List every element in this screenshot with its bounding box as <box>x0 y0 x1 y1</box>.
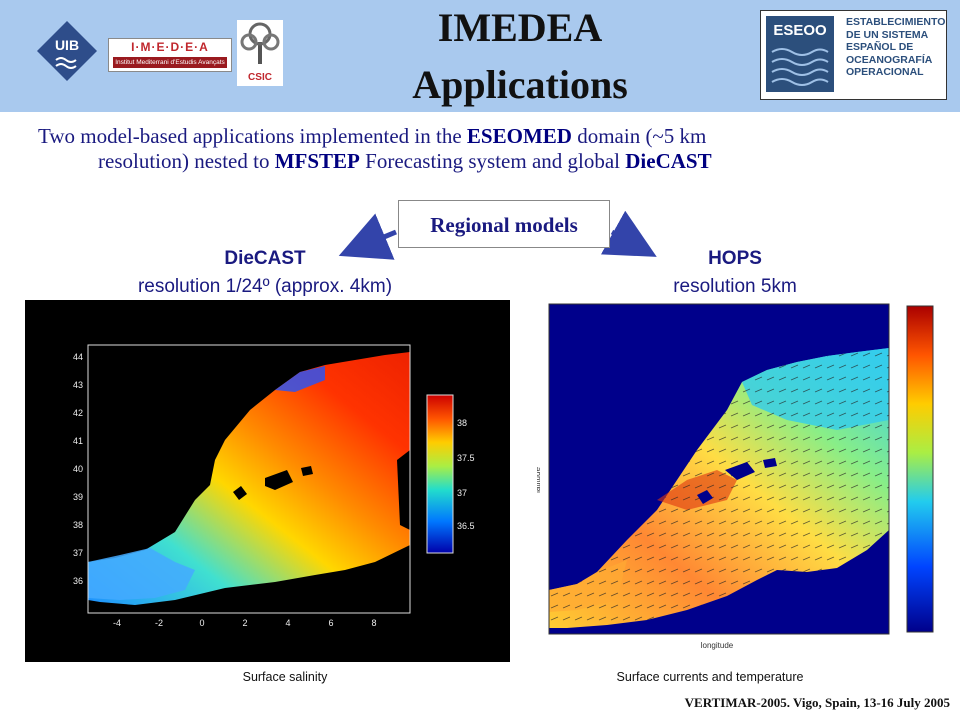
colorbar-tick-label: 38 <box>457 418 467 428</box>
arrow-left <box>338 213 397 260</box>
x-tick-label: 2 <box>242 618 247 628</box>
eseoo-wave-icon <box>771 48 829 86</box>
eseoo-line: ESPAÑOL DE <box>846 41 914 53</box>
salinity-x-ticks: -4 -2 0 2 4 6 8 <box>113 618 377 628</box>
csic-logo: CSIC <box>237 20 283 86</box>
y-tick-label: 37 <box>73 548 83 558</box>
eseoo-logo-box: ESEOO <box>766 16 834 92</box>
y-tick-label: 44 <box>73 352 83 362</box>
y-tick-label: 38 <box>73 520 83 530</box>
model-resolution: resolution 1/24º (approx. 4km) <box>137 276 393 297</box>
imedea-logo-subtitle: Institut Mediterrani d'Estudis Avançats <box>113 57 227 68</box>
intro-bold-mfstep: MFSTEP <box>274 149 360 173</box>
eseoo-line: OPERACIONAL <box>846 66 924 78</box>
model-name: DieCAST <box>224 248 306 269</box>
model-resolution: resolution 5km <box>673 276 797 297</box>
temperature-map-xlabel: longitude <box>701 641 734 650</box>
csic-tree-icon <box>240 22 280 64</box>
intro-text: Two model-based applications implemented… <box>38 124 467 148</box>
arrows <box>338 210 657 260</box>
caption-salinity: Surface salinity <box>242 670 328 684</box>
salinity-y-ticks: 44 43 42 41 40 39 38 37 36 <box>73 352 83 586</box>
eseoo-logo-word: ESEOO <box>773 22 827 39</box>
colorbar-ticks: 38 37.5 37 36.5 <box>457 418 475 531</box>
y-tick-label: 42 <box>73 408 83 418</box>
salinity-map: 44 43 42 41 40 39 38 37 36 -4 -2 0 2 4 6… <box>73 344 475 628</box>
model-label-hops: HOPS resolution 5km <box>610 248 860 298</box>
x-tick-label: 4 <box>285 618 290 628</box>
arrow-right <box>600 210 657 257</box>
x-tick-label: -2 <box>155 618 163 628</box>
model-name: HOPS <box>708 248 762 269</box>
uib-logo-text: UIB <box>55 37 79 53</box>
salinity-map-figure: 44 43 42 41 40 39 38 37 36 -4 -2 0 2 4 6… <box>25 300 510 662</box>
x-tick-label: 6 <box>328 618 333 628</box>
caption-currents: Surface currents and temperature <box>616 670 804 684</box>
y-tick-label: 41 <box>73 436 83 446</box>
regional-models-label: Regional models <box>430 213 578 237</box>
eseoo-logo: ESEOO ESTABLECIMIENTO DE UN SISTEMA ESPA… <box>760 10 947 100</box>
temperature-colorbar <box>906 305 934 633</box>
uib-logo: UIB <box>37 21 97 81</box>
page-title-line1: IMEDEA <box>437 5 603 50</box>
x-tick-label: -4 <box>113 618 121 628</box>
intro-text: Forecasting system and global <box>359 149 626 173</box>
temperature-map-ylabel: latitude <box>537 467 542 493</box>
imedea-logo-title: I·M·E·D·E·A <box>131 40 209 54</box>
x-tick-label: 8 <box>371 618 376 628</box>
colorbar-tick-label: 37.5 <box>457 453 475 463</box>
salinity-colorbar <box>426 394 454 554</box>
page-title-line2: Applications <box>412 62 628 107</box>
temperature-map: latitude longitude <box>533 303 934 650</box>
y-tick-label: 43 <box>73 380 83 390</box>
colorbar-tick-label: 36.5 <box>457 521 475 531</box>
intro-paragraph: Two model-based applications implemented… <box>38 124 928 174</box>
footer-conference: VERTIMAR-2005. Vigo, Spain, 13-16 July 2… <box>684 695 950 710</box>
eseoo-line: ESTABLECIMIENTO <box>846 16 946 28</box>
eseoo-line: OCEANOGRAFÍA <box>846 53 933 66</box>
intro-bold-diecast: DieCAST <box>625 149 712 173</box>
y-tick-label: 40 <box>73 464 83 474</box>
y-tick-label: 36 <box>73 576 83 586</box>
eseoo-line: DE UN SISTEMA <box>846 28 929 41</box>
x-tick-label: 0 <box>199 618 204 628</box>
intro-bold-eseomed: ESEOMED <box>466 124 572 148</box>
model-label-diecast: DieCAST resolution 1/24º (approx. 4km) <box>90 248 440 298</box>
colorbar-tick-label: 37 <box>457 488 467 498</box>
regional-models-box: Regional models <box>398 200 610 248</box>
y-tick-label: 39 <box>73 492 83 502</box>
intro-text: domain (~5 km <box>571 124 707 148</box>
csic-logo-text: CSIC <box>248 72 272 83</box>
intro-text: resolution) nested to <box>98 149 275 173</box>
imedea-logo: I·M·E·D·E·A Institut Mediterrani d'Estud… <box>108 38 232 72</box>
temperature-map-figure: latitude longitude <box>533 300 945 662</box>
eseoo-logo-text: ESTABLECIMIENTO DE UN SISTEMA ESPAÑOL DE… <box>846 16 946 79</box>
